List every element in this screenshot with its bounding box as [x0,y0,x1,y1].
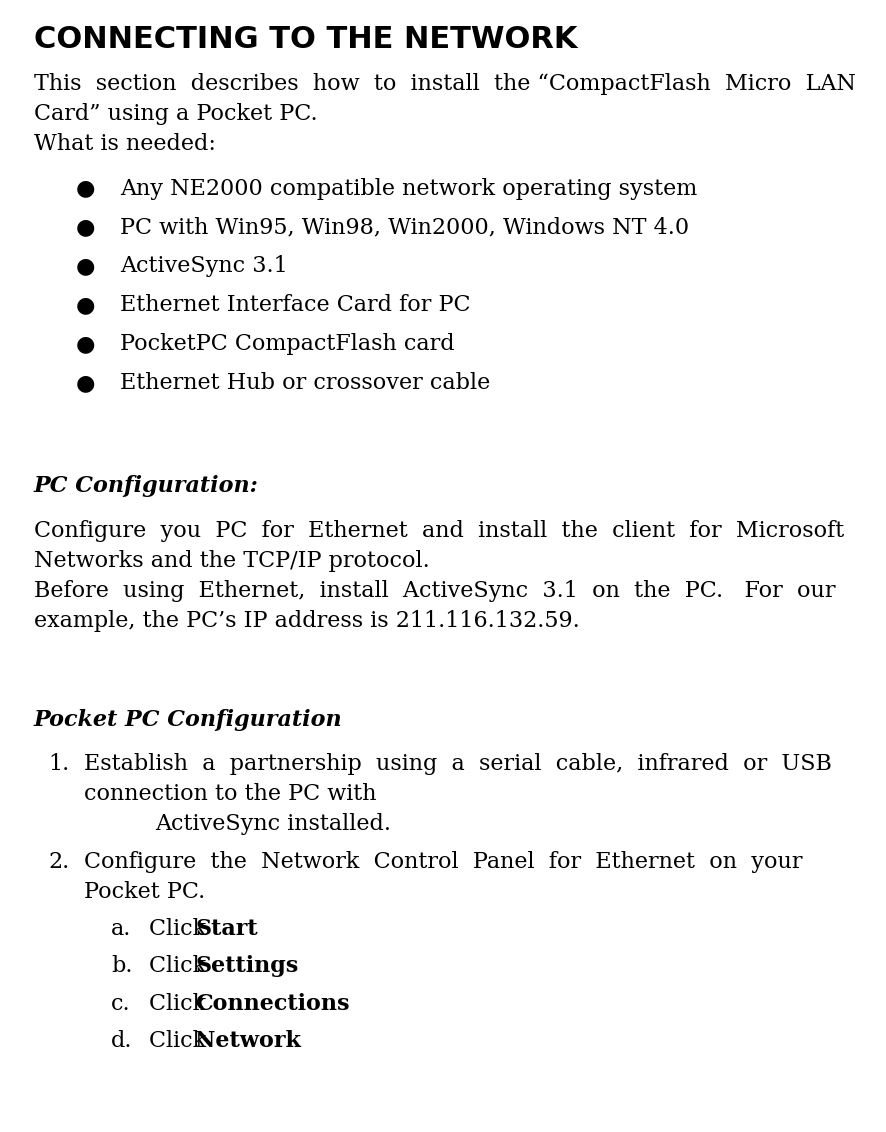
Text: ●: ● [75,178,95,199]
Text: Click: Click [149,1030,213,1052]
Text: example, the PC’s IP address is 211.116.132.59.: example, the PC’s IP address is 211.116.… [34,610,579,632]
Text: connection to the PC with: connection to the PC with [84,783,377,805]
Text: b.: b. [111,955,132,977]
Text: Click: Click [149,993,213,1014]
Text: Pocket PC Configuration: Pocket PC Configuration [34,709,342,730]
Text: PC with Win95, Win98, Win2000, Windows NT 4.0: PC with Win95, Win98, Win2000, Windows N… [120,216,688,239]
Text: Card” using a Pocket PC.: Card” using a Pocket PC. [34,103,317,125]
Text: Configure  the  Network  Control  Panel  for  Ethernet  on  your: Configure the Network Control Panel for … [84,851,802,873]
Text: Configure  you  PC  for  Ethernet  and  install  the  client  for  Microsoft: Configure you PC for Ethernet and instal… [34,520,843,542]
Text: ●: ● [75,333,95,355]
Text: a.: a. [111,918,131,940]
Text: ActiveSync 3.1: ActiveSync 3.1 [120,255,287,277]
Text: ●: ● [75,371,95,394]
Text: ●: ● [75,255,95,277]
Text: Settings: Settings [195,955,298,977]
Text: This  section  describes  how  to  install  the “CompactFlash  Micro  LAN: This section describes how to install th… [34,72,855,95]
Text: Pocket PC.: Pocket PC. [84,881,206,902]
Text: Before  using  Ethernet,  install  ActiveSync  3.1  on  the  PC.   For  our: Before using Ethernet, install ActiveSyn… [34,580,835,602]
Text: CONNECTING TO THE NETWORK: CONNECTING TO THE NETWORK [34,25,577,54]
Text: Connections: Connections [195,993,349,1014]
Text: ●: ● [75,294,95,316]
Text: What is needed:: What is needed: [34,132,215,155]
Text: Ethernet Interface Card for PC: Ethernet Interface Card for PC [120,294,470,316]
Text: 2.: 2. [49,851,70,873]
Text: Network: Network [195,1030,300,1052]
Text: PocketPC CompactFlash card: PocketPC CompactFlash card [120,333,454,355]
Text: Start: Start [195,918,258,940]
Text: Click: Click [149,955,213,977]
Text: ●: ● [75,216,95,239]
Text: Any NE2000 compatible network operating system: Any NE2000 compatible network operating … [120,178,696,199]
Text: Networks and the TCP/IP protocol.: Networks and the TCP/IP protocol. [34,550,429,572]
Text: ActiveSync installed.: ActiveSync installed. [155,813,391,835]
Text: d.: d. [111,1030,132,1052]
Text: Ethernet Hub or crossover cable: Ethernet Hub or crossover cable [120,371,489,394]
Text: Establish  a  partnership  using  a  serial  cable,  infrared  or  USB: Establish a partnership using a serial c… [84,754,831,775]
Text: PC Configuration:: PC Configuration: [34,475,259,497]
Text: Click: Click [149,918,213,940]
Text: c.: c. [111,993,130,1014]
Text: 1.: 1. [49,754,70,775]
